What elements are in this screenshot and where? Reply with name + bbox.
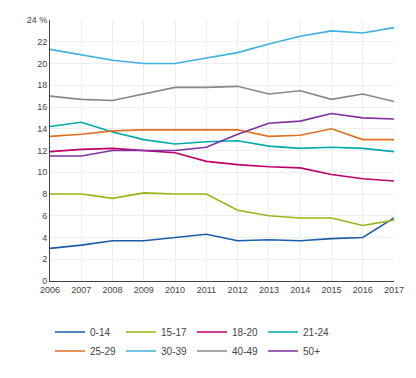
- svg-text:2008: 2008: [103, 285, 123, 295]
- svg-text:16: 16: [37, 102, 47, 112]
- svg-text:24 %: 24 %: [27, 15, 48, 25]
- svg-text:2006: 2006: [40, 285, 60, 295]
- svg-text:50+: 50+: [303, 346, 320, 357]
- svg-text:30-39: 30-39: [161, 346, 187, 357]
- svg-text:14: 14: [37, 124, 47, 134]
- svg-text:2016: 2016: [353, 285, 373, 295]
- svg-text:22: 22: [37, 37, 47, 47]
- svg-text:4: 4: [42, 233, 47, 243]
- svg-text:0-14: 0-14: [90, 327, 110, 338]
- svg-text:2017: 2017: [384, 285, 404, 295]
- svg-text:2009: 2009: [134, 285, 154, 295]
- svg-text:6: 6: [42, 211, 47, 221]
- svg-text:12: 12: [37, 146, 47, 156]
- svg-text:2013: 2013: [259, 285, 279, 295]
- svg-text:8: 8: [42, 189, 47, 199]
- svg-text:18: 18: [37, 80, 47, 90]
- svg-text:25-29: 25-29: [90, 346, 116, 357]
- svg-text:20: 20: [37, 59, 47, 69]
- svg-text:21-24: 21-24: [303, 327, 329, 338]
- svg-text:15-17: 15-17: [161, 327, 187, 338]
- svg-text:2007: 2007: [71, 285, 91, 295]
- svg-text:18-20: 18-20: [232, 327, 258, 338]
- svg-text:2: 2: [42, 254, 47, 264]
- svg-text:0: 0: [42, 276, 47, 286]
- svg-text:2012: 2012: [228, 285, 248, 295]
- svg-text:2010: 2010: [165, 285, 185, 295]
- svg-text:2015: 2015: [321, 285, 341, 295]
- svg-text:2011: 2011: [197, 285, 216, 295]
- svg-text:40-49: 40-49: [232, 346, 258, 357]
- svg-text:2014: 2014: [290, 285, 310, 295]
- svg-text:10: 10: [37, 167, 47, 177]
